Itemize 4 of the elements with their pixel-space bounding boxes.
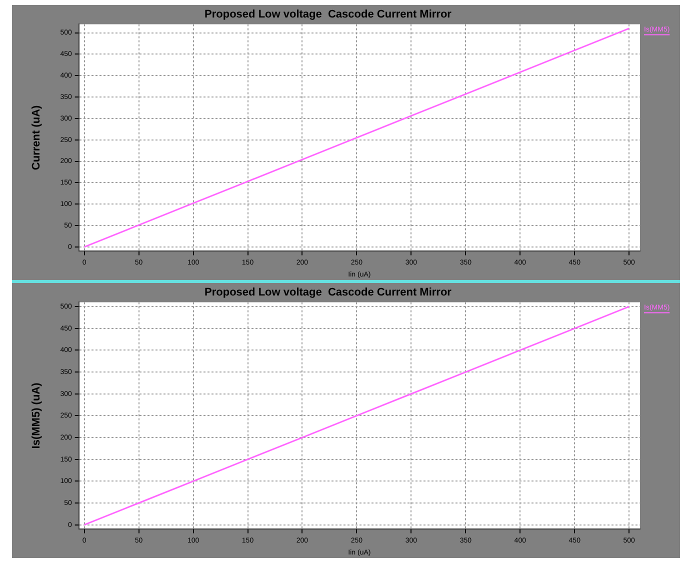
y-axis-title: Current (uA) — [30, 104, 43, 170]
chart-title: Proposed Low voltage Cascode Current Mirror — [204, 286, 452, 299]
chart-title: Proposed Low voltage Cascode Current Mirror — [204, 8, 452, 21]
y-axis-title: Is(MM5) (uA) — [30, 382, 43, 449]
